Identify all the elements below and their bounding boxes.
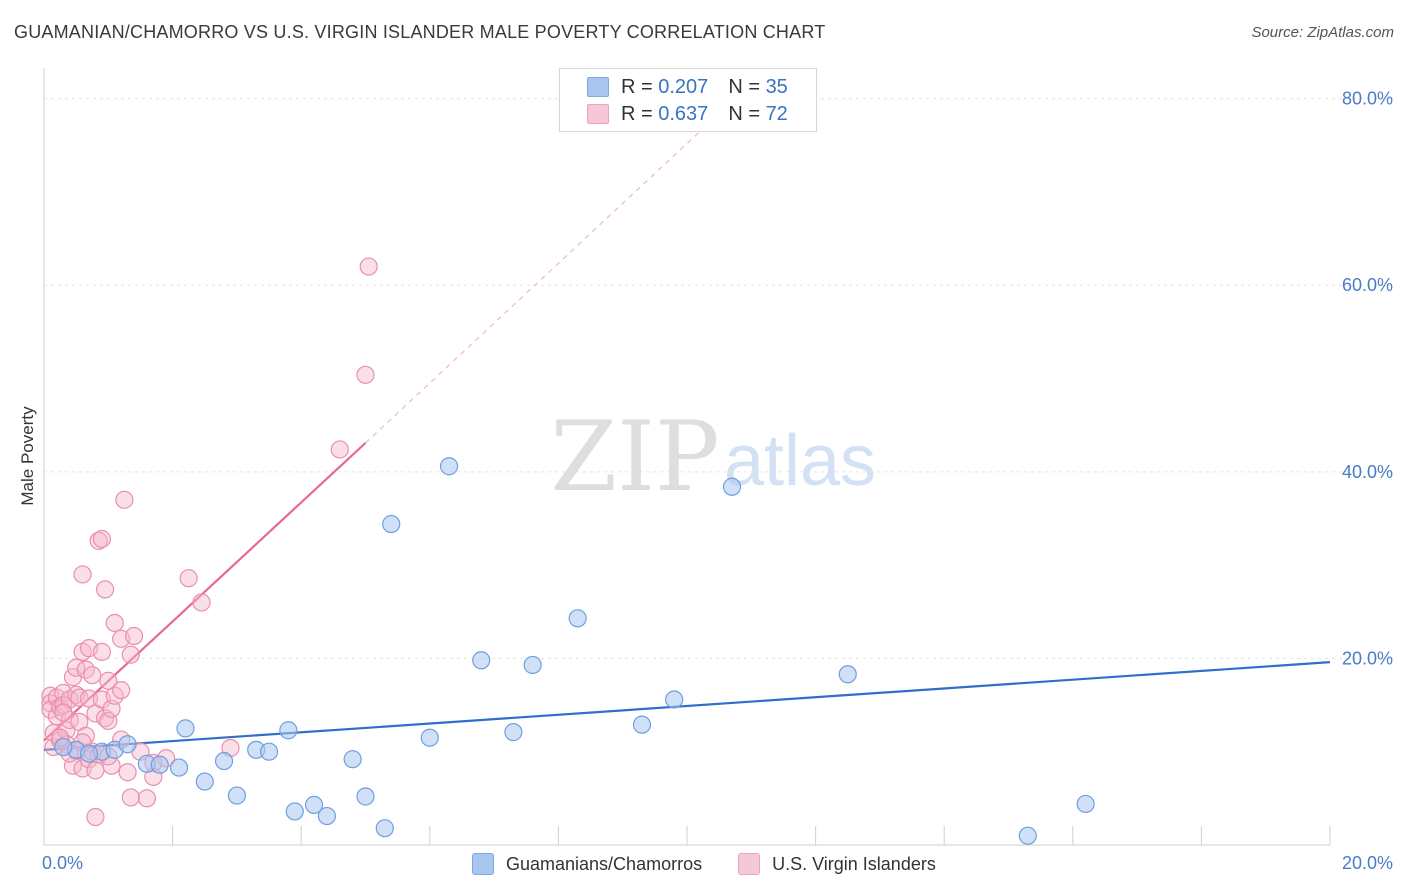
virgin-islander-point (121, 788, 140, 807)
virgin-islander-point (83, 666, 102, 685)
virgin-islander-point (73, 565, 92, 584)
watermark-zip: ZIP (550, 401, 719, 513)
virgin-islander-point (192, 593, 211, 612)
virgin-islander-point (50, 697, 70, 717)
guamanian-point (722, 477, 742, 496)
virgin-islander-point (179, 569, 198, 588)
r-value: 0.637 (658, 102, 709, 125)
virgin-islander-point (112, 681, 131, 700)
guamanian-point (285, 802, 304, 821)
trend-lines (43, 113, 1331, 751)
guamanian-point (504, 723, 523, 742)
series-legend: Guamanians/Chamorros U.S. Virgin Islande… (472, 852, 972, 876)
watermark-atlas: atlas (724, 421, 876, 501)
legend-swatch-virgin-islander (738, 853, 761, 875)
legend-row-virgin-islander: R = 0.637 N = 72 (587, 103, 788, 125)
guamanian-point (214, 751, 234, 771)
y-tick-label: 40.0% (1342, 462, 1393, 482)
r-label: R = (621, 102, 653, 125)
legend-item-virgin-islander: U.S. Virgin Islanders (738, 853, 936, 875)
virgin-islander-point (115, 490, 134, 509)
tick-labels: 20.0% 40.0% 60.0% 80.0% 0.0% 20.0% (42, 89, 1393, 873)
guamanian-point (838, 665, 857, 684)
n-label: N = (728, 75, 760, 98)
guamanian-point (1018, 826, 1037, 845)
virgin-islander-point (54, 703, 73, 722)
watermark: ZIP atlas (550, 401, 876, 513)
guamanian-point (150, 755, 169, 774)
virgin-islander-point (95, 709, 115, 728)
correlation-legend: R = 0.207 N = 35 R = 0.637 N = 72 (559, 68, 817, 132)
guamanian-point (259, 742, 279, 761)
virgin-islander-point (95, 580, 115, 599)
virgin-islander-point (92, 642, 111, 661)
y-tick-label: 60.0% (1342, 275, 1393, 295)
virgin-islander-point (86, 807, 105, 827)
n-value: 35 (765, 75, 788, 98)
guamanian-point (382, 514, 401, 534)
r-value: 0.207 (658, 75, 709, 98)
virgin-islander-point (124, 626, 144, 646)
grid-lines (44, 98, 1395, 659)
y-tick-label: 20.0% (1342, 648, 1393, 668)
virgin-islander-point (118, 763, 137, 782)
legend-label-virgin-islander: U.S. Virgin Islanders (772, 853, 936, 874)
guamanian-point (375, 819, 394, 838)
r-label: R = (621, 75, 653, 98)
virgin-islander-point (70, 688, 89, 707)
chart-title: GUAMANIAN/CHAMORRO VS U.S. VIRGIN ISLAND… (14, 22, 826, 42)
virgin-islander-point (137, 789, 156, 808)
n-label: N = (728, 102, 760, 125)
x-tick-label: 20.0% (1342, 853, 1393, 873)
guamanian-point (317, 806, 337, 826)
virgin-islander-trend-extension (365, 113, 720, 444)
guamanian-point (632, 715, 652, 734)
guamanian-point (523, 655, 542, 675)
guamanian-point (356, 787, 375, 806)
guamanian-trend-line (43, 661, 1331, 751)
x-tick-label: 0.0% (42, 853, 83, 873)
guamanian-point (439, 457, 459, 476)
legend-item-guamanian: Guamanians/Chamorros (472, 853, 702, 875)
guamanian-point (1076, 794, 1095, 814)
virgin-islander-point (86, 761, 105, 780)
virgin-islander-trend-line (43, 442, 367, 742)
guamanian-point (472, 651, 491, 670)
guamanian-point (665, 690, 684, 709)
guamanian-point (279, 721, 298, 740)
guamanian-point (79, 744, 99, 763)
virgin-islander-point (92, 529, 111, 549)
guamanian-point (54, 737, 73, 757)
guamanian-point (195, 772, 214, 791)
guamanian-point (176, 719, 195, 738)
virgin-islander-point (330, 440, 349, 459)
source-label: Source: ZipAtlas.com (1251, 24, 1394, 41)
guamanian-point (568, 609, 587, 628)
data-points (41, 257, 1095, 845)
y-tick-label: 80.0% (1342, 89, 1393, 109)
virgin-islander-point (105, 613, 124, 633)
legend-row-guamanian: R = 0.207 N = 35 (587, 76, 788, 98)
virgin-islander-point (356, 365, 375, 384)
guamanian-point (118, 735, 137, 754)
guamanian-point (304, 795, 324, 814)
legend-swatch-virgin-islander (587, 104, 609, 124)
legend-label-guamanian: Guamanians/Chamorros (506, 853, 703, 874)
virgin-islander-point (121, 645, 140, 664)
guamanian-point (227, 786, 246, 805)
legend-swatch-guamanian (587, 77, 609, 97)
guamanian-point (169, 758, 189, 777)
virgin-islander-point (359, 257, 378, 276)
guamanian-point (420, 728, 439, 747)
n-value: 72 (765, 102, 788, 125)
virgin-islander-point (89, 531, 108, 550)
guamanian-point (343, 750, 362, 769)
legend-swatch-guamanian (472, 853, 494, 875)
